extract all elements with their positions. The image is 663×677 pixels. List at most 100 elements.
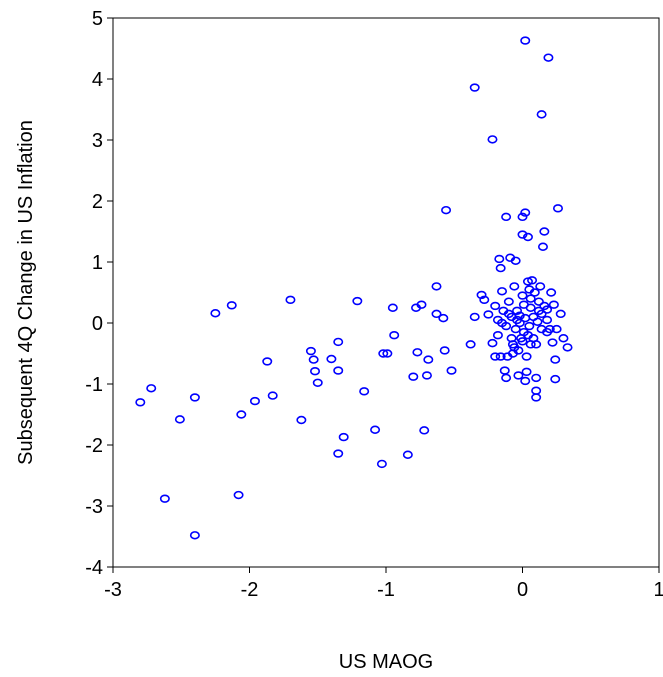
scatter-point: [552, 204, 563, 213]
scatter-point: [146, 384, 157, 393]
scatter-point: [333, 366, 344, 375]
scatter-point: [492, 331, 503, 340]
y-axis-title: Subsequent 4Q Change in US Inflation: [15, 120, 37, 465]
scatter-point: [501, 373, 512, 383]
scatter-point: [551, 324, 562, 334]
scatter-point: [326, 354, 337, 364]
scatter-point: [333, 449, 344, 458]
scatter-point: [296, 415, 307, 425]
scatter-point: [159, 494, 170, 503]
scatter-point: [550, 374, 561, 384]
scatter-point: [233, 490, 244, 500]
scatter-point: [521, 367, 532, 376]
scatter-point: [438, 313, 449, 323]
scatter-point: [495, 263, 506, 273]
scatter-point: [446, 366, 457, 375]
scatter-point: [506, 334, 517, 343]
y-tick-label: 3: [92, 130, 103, 152]
y-tick-label: 5: [92, 8, 103, 30]
scatter-point: [262, 357, 273, 366]
scatter-point: [431, 282, 442, 291]
x-axis-ticks: -3 -2 -1 0 1: [104, 567, 663, 601]
scatter-point: [517, 212, 528, 222]
scatter-point: [189, 393, 200, 402]
scatter-point: [359, 387, 370, 396]
scatter-point: [522, 331, 533, 340]
scatter-point: [562, 343, 573, 352]
scatter-point: [533, 297, 544, 306]
scatter-point: [503, 297, 514, 306]
scatter-point: [520, 376, 531, 386]
scatter-point: [402, 450, 413, 459]
scatter-point: [305, 346, 316, 356]
scatter-point: [528, 312, 539, 322]
scatter-point: [527, 276, 538, 285]
scatter-point: [521, 352, 532, 361]
scatter-point: [547, 338, 558, 347]
data-points: [135, 36, 573, 540]
scatter-point: [490, 301, 501, 311]
scatter-point: [536, 110, 547, 119]
scatter-point: [535, 282, 546, 291]
scatter-point: [333, 337, 344, 347]
scatter-point: [512, 306, 523, 315]
scatter-point: [543, 53, 554, 62]
y-tick-label: -2: [85, 435, 103, 457]
scatter-point: [510, 256, 521, 265]
x-tick-label: 1: [653, 579, 663, 601]
scatter-point: [550, 355, 561, 364]
scatter-point: [517, 291, 528, 300]
scatter-point: [501, 321, 512, 331]
scatter-point: [423, 355, 434, 364]
scatter-point: [494, 254, 505, 264]
scatter-point: [495, 352, 506, 361]
scatter-point: [509, 282, 520, 291]
x-axis-title: US MAOG: [339, 651, 433, 673]
scatter-point: [490, 352, 501, 361]
scatter-point: [532, 317, 543, 326]
scatter-point: [338, 432, 349, 442]
scatter-point: [412, 348, 423, 357]
scatter-point: [510, 324, 521, 334]
scatter-point: [487, 135, 498, 144]
y-tick-label: 1: [92, 252, 103, 274]
scatter-point: [507, 349, 518, 358]
scatter-point: [387, 303, 398, 312]
scatter-point: [487, 338, 498, 348]
scatter-point: [531, 386, 542, 395]
y-tick-label: 4: [92, 69, 103, 91]
y-tick-label: -3: [85, 496, 103, 518]
scatter-point: [310, 366, 321, 376]
scatter-point: [226, 301, 237, 310]
scatter-point: [308, 355, 319, 364]
scatter-point: [514, 311, 525, 320]
scatter-point: [416, 300, 427, 309]
scatter-point: [503, 309, 514, 319]
scatter-point: [378, 349, 389, 358]
x-tick-label: -2: [241, 579, 259, 601]
scatter-point: [285, 295, 296, 305]
x-tick-label: -3: [104, 579, 122, 601]
scatter-point: [517, 230, 528, 239]
scatter-point: [441, 205, 452, 215]
scatter-point: [439, 346, 450, 355]
y-tick-label: 2: [92, 191, 103, 213]
scatter-point: [370, 425, 381, 434]
scatter-point: [499, 366, 510, 375]
scatter-point: [135, 398, 146, 407]
scatter-point: [531, 373, 542, 383]
scatter-point: [537, 242, 548, 251]
scatter-point: [469, 312, 480, 322]
scatter-point: [542, 327, 553, 337]
plot-frame: [112, 17, 660, 568]
scatter-point: [421, 371, 432, 380]
scatter-point: [479, 295, 490, 305]
scatter-point: [497, 287, 508, 296]
scatter-point: [548, 300, 559, 309]
scatter-point: [174, 415, 185, 424]
y-axis-ticks: -4 -3 -2 -1 0 1 2 3 4 5: [85, 8, 113, 579]
scatter-point: [469, 83, 480, 92]
x-tick-label: 0: [517, 579, 528, 601]
scatter-point: [431, 309, 442, 319]
